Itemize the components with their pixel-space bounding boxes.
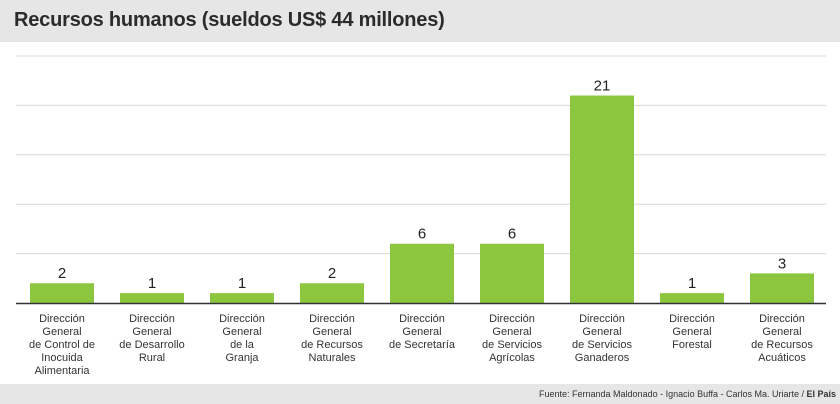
category-label-line: Agrícolas [489, 352, 535, 364]
category-label-line: Dirección [579, 313, 625, 325]
category-label-line: Dirección [39, 313, 85, 325]
category-label: Dirección General Forestal [644, 313, 740, 352]
bar [390, 243, 454, 303]
data-label: 6 [418, 226, 426, 243]
category-label-line: de Recursos [751, 339, 813, 351]
category-label-line: Dirección [219, 313, 265, 325]
category-label-line: de Recursos [301, 339, 363, 351]
category-label-line: General [42, 326, 82, 338]
category-label-line: Dirección [669, 313, 715, 325]
bar [30, 283, 94, 303]
category-label-line: de Desarrollo [119, 339, 185, 351]
data-label: 2 [58, 265, 66, 282]
category-label-line: General [132, 326, 172, 338]
title-bar [0, 0, 840, 42]
category-label-line: Naturales [308, 352, 356, 364]
bar [750, 273, 814, 303]
category-label: Dirección General de Desarrollo Rural [104, 313, 200, 365]
data-label: 3 [778, 255, 786, 272]
category-label-line: de Servicios [482, 339, 542, 351]
category-label-line: Forestal [672, 339, 712, 351]
category-label: Dirección General de Recursos Naturales [284, 313, 380, 365]
source-credit: Fuente: Fernanda Maldonado - Ignacio Buf… [539, 389, 836, 399]
bar [660, 293, 724, 303]
category-label-line: Acuáticos [758, 352, 806, 364]
bar [570, 95, 634, 303]
category-label-line: Dirección [129, 313, 175, 325]
category-label: Dirección General de Secretaría [374, 313, 470, 352]
data-label: 6 [508, 226, 516, 243]
category-label-line: General [402, 326, 442, 338]
source-text: Fuente: Fernanda Maldonado - Ignacio Buf… [539, 389, 807, 399]
category-label-line: General [222, 326, 262, 338]
bar [480, 243, 544, 303]
category-label-line: Ganaderos [574, 352, 630, 364]
category-label: Dirección General de la Granja [194, 313, 290, 365]
source-brand: El País [806, 389, 836, 399]
data-label: 1 [238, 275, 246, 292]
category-label-line: General [312, 326, 352, 338]
category-label-line: Dirección [399, 313, 445, 325]
category-label-line: General [492, 326, 532, 338]
category-label: Dirección General de Recursos Acuáticos [734, 313, 830, 365]
category-label-line: de la [230, 339, 254, 351]
category-label-line: Inocuida Alimentaria [34, 352, 90, 377]
category-label-line: Dirección [759, 313, 805, 325]
bar [120, 293, 184, 303]
category-label-line: Dirección [309, 313, 355, 325]
category-label-line: Rural [138, 352, 166, 364]
category-label: Dirección General de Servicios Ganaderos [554, 313, 650, 365]
category-label-line: de Servicios [572, 339, 632, 351]
category-label-line: General [672, 326, 712, 338]
data-label: 1 [148, 275, 156, 292]
category-label-line: de Secretaría [388, 339, 456, 351]
category-label-line: General [582, 326, 622, 338]
chart-title: Recursos humanos (sueldos US$ 44 millone… [14, 9, 445, 31]
category-label-line: General [762, 326, 802, 338]
data-label: 1 [688, 275, 696, 292]
bar [300, 283, 364, 303]
footer-band [0, 384, 840, 404]
data-label: 21 [594, 78, 611, 95]
data-label: 2 [328, 265, 336, 282]
category-label: Dirección General de Servicios Agrícolas [464, 313, 560, 365]
category-label-line: de Control de [28, 339, 96, 351]
category-label-line: Granja [225, 352, 259, 364]
category-label-line: Dirección [489, 313, 535, 325]
category-label: Dirección General de Control de Inocuida Al… [14, 313, 110, 378]
plot-area [0, 42, 840, 387]
bar [210, 293, 274, 303]
